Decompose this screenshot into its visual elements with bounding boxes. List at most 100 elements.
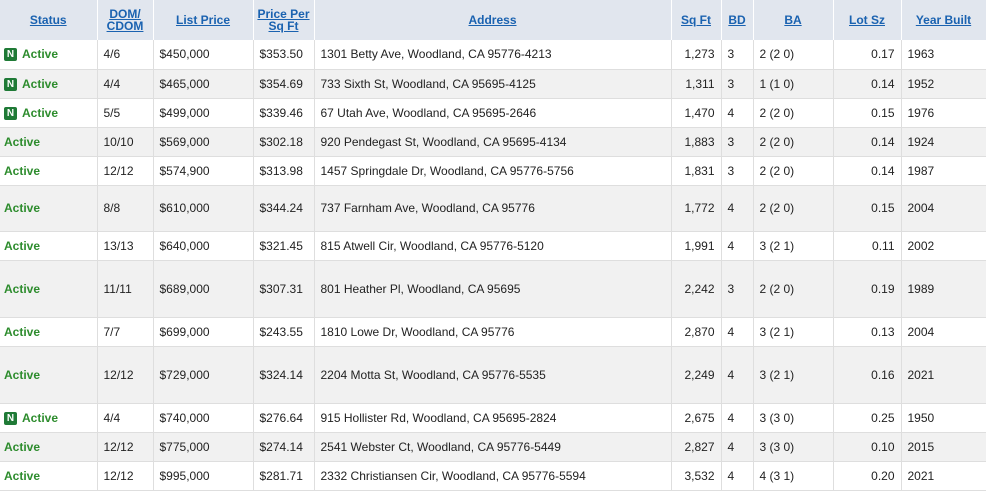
address-cell: 737 Farnham Ave, Woodland, CA 95776	[314, 185, 672, 232]
status-label: Active	[22, 76, 59, 91]
sqft-cell: 1,831	[671, 156, 722, 186]
ba-cell: 2 (2 0)	[753, 156, 834, 186]
header-dom-line1: DOM/	[109, 7, 141, 21]
list-price-cell: $699,000	[153, 317, 254, 347]
address-cell: 733 Sixth St, Woodland, CA 95695-4125	[314, 69, 672, 99]
address-cell: 915 Hollister Rd, Woodland, CA 95695-282…	[314, 403, 672, 433]
status-label: Active	[4, 163, 41, 178]
status-cell: Active	[0, 231, 98, 261]
ba-cell: 2 (2 0)	[753, 127, 834, 157]
sort-lot-size-link[interactable]: Lot Sz	[849, 13, 885, 27]
new-listing-icon: N	[4, 411, 17, 425]
sort-status-link[interactable]: Status	[29, 13, 67, 27]
list-price-cell: $640,000	[153, 231, 254, 261]
new-listing-icon: N	[4, 106, 17, 120]
bd-cell: 4	[721, 231, 754, 261]
header-dom[interactable]: DOM/CDOM	[97, 0, 154, 40]
dom-cell: 12/12	[97, 156, 154, 186]
bd-cell: 3	[721, 156, 754, 186]
header-sqft[interactable]: Sq Ft	[671, 0, 722, 40]
sort-address-link[interactable]: Address	[468, 13, 517, 27]
sort-ba-link[interactable]: BA	[784, 13, 802, 27]
year-built-cell: 1987	[901, 156, 986, 186]
header-year-built[interactable]: Year Built	[901, 0, 986, 40]
table-row[interactable]: N Active 5/5 $499,000 $339.46 67 Utah Ave, Wo…	[0, 98, 986, 128]
sort-sqft-link[interactable]: Sq Ft	[681, 13, 711, 27]
dom-cell: 8/8	[97, 185, 154, 232]
header-ppsf-line2: Sq Ft	[268, 19, 299, 33]
header-address[interactable]: Address	[314, 0, 672, 40]
price-per-sqft-cell: $321.45	[253, 231, 315, 261]
status-cell: N Active	[0, 403, 98, 433]
list-price-cell: $569,000	[153, 127, 254, 157]
table-row[interactable]: Active 13/13 $640,000 $321.45 815 Atwell Cir…	[0, 231, 986, 261]
year-built-cell: 1963	[901, 40, 986, 70]
sort-dom-link[interactable]: DOM/CDOM	[107, 7, 144, 33]
year-built-cell: 1952	[901, 69, 986, 99]
sort-year-built-link[interactable]: Year Built	[915, 13, 972, 27]
address-cell: 801 Heather Pl, Woodland, CA 95695	[314, 260, 672, 318]
table-row[interactable]: Active 10/10 $569,000 $302.18 920 Pendegast …	[0, 127, 986, 157]
dom-cell: 4/4	[97, 69, 154, 99]
header-status[interactable]: Status	[0, 0, 98, 40]
ba-cell: 2 (2 0)	[753, 185, 834, 232]
header-ba[interactable]: BA	[753, 0, 834, 40]
header-list-price[interactable]: List Price	[153, 0, 254, 40]
new-listing-icon: N	[4, 48, 17, 62]
status-cell: Active	[0, 185, 98, 232]
year-built-cell: 1989	[901, 260, 986, 318]
bd-cell: 4	[721, 346, 754, 404]
status-label: Active	[4, 134, 41, 149]
list-price-cell: $729,000	[153, 346, 254, 404]
bd-cell: 4	[721, 185, 754, 232]
lot-size-cell: 0.11	[833, 231, 902, 261]
table-row[interactable]: N Active 4/4 $465,000 $354.69 733 Sixth St, W…	[0, 69, 986, 99]
bd-cell: 3	[721, 40, 754, 70]
lot-size-cell: 0.10	[833, 432, 902, 462]
year-built-cell: 2004	[901, 185, 986, 232]
status-cell: Active	[0, 260, 98, 318]
header-price-per-sqft[interactable]: Price Per Sq Ft	[253, 0, 315, 40]
table-row[interactable]: Active 7/7 $699,000 $243.55 1810 Lowe Dr, Wo…	[0, 317, 986, 347]
status-label: Active	[4, 201, 41, 215]
status-label: Active	[4, 367, 41, 382]
dom-cell: 12/12	[97, 346, 154, 404]
bd-cell: 4	[721, 432, 754, 462]
sqft-cell: 1,883	[671, 127, 722, 157]
status-cell: Active	[0, 461, 98, 491]
sort-list-price-link[interactable]: List Price	[175, 13, 231, 27]
lot-size-cell: 0.19	[833, 260, 902, 318]
price-per-sqft-cell: $353.50	[253, 40, 315, 70]
sqft-cell: 1,991	[671, 231, 722, 261]
table-row[interactable]: Active 12/12 $775,000 $274.14 2541 Webster C…	[0, 432, 986, 462]
list-price-cell: $465,000	[153, 69, 254, 99]
table-row[interactable]: Active 12/12 $995,000 $281.71 2332 Christian…	[0, 461, 986, 491]
bd-cell: 3	[721, 127, 754, 157]
header-bd[interactable]: BD	[721, 0, 754, 40]
sort-bd-link[interactable]: BD	[728, 13, 746, 27]
ba-cell: 3 (2 1)	[753, 317, 834, 347]
table-row[interactable]: Active 8/8 $610,000 $344.24 737 Farnham Ave,…	[0, 185, 986, 232]
table-row[interactable]: Active 11/11 $689,000 $307.31 801 Heather Pl…	[0, 260, 986, 318]
status-cell: N Active	[0, 69, 98, 99]
status-cell: Active	[0, 317, 98, 347]
bd-cell: 4	[721, 461, 754, 491]
sqft-cell: 1,772	[671, 185, 722, 232]
sort-price-per-sqft-link[interactable]: Price Per Sq Ft	[257, 7, 309, 33]
header-lot-size[interactable]: Lot Sz	[833, 0, 902, 40]
status-label: Active	[22, 47, 59, 62]
table-row[interactable]: Active 12/12 $574,900 $313.98 1457 Springdal…	[0, 156, 986, 186]
sqft-cell: 2,242	[671, 260, 722, 318]
status-cell: N Active	[0, 98, 98, 128]
ba-cell: 3 (3 0)	[753, 403, 834, 433]
price-per-sqft-cell: $307.31	[253, 260, 315, 318]
table-row[interactable]: N Active 4/4 $740,000 $276.64 915 Hollister R…	[0, 403, 986, 433]
dom-cell: 4/6	[97, 40, 154, 70]
table-row[interactable]: Active 12/12 $729,000 $324.14 2204 Motta St,…	[0, 346, 986, 404]
address-cell: 920 Pendegast St, Woodland, CA 95695-413…	[314, 127, 672, 157]
bd-cell: 4	[721, 317, 754, 347]
table-row[interactable]: N Active 4/6 $450,000 $353.50 1301 Betty Ave,…	[0, 40, 986, 70]
ba-cell: 2 (2 0)	[753, 40, 834, 70]
status-label: Active	[4, 281, 41, 296]
